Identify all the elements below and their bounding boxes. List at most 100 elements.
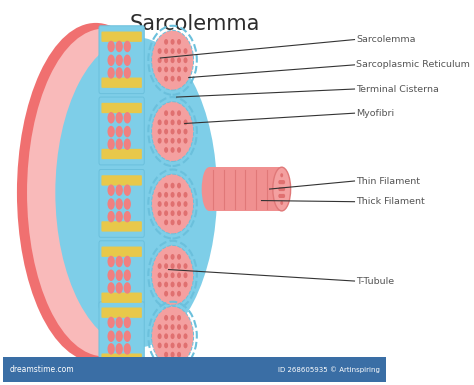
Circle shape (177, 48, 181, 54)
Ellipse shape (124, 198, 131, 210)
Ellipse shape (116, 282, 123, 294)
Ellipse shape (116, 317, 123, 328)
Ellipse shape (152, 30, 193, 90)
Text: Sarcolemma: Sarcolemma (129, 14, 260, 34)
Circle shape (171, 210, 174, 216)
Circle shape (158, 263, 162, 269)
Circle shape (280, 180, 283, 184)
Text: Thick Filament: Thick Filament (356, 197, 425, 206)
FancyBboxPatch shape (101, 149, 142, 159)
Circle shape (177, 129, 181, 134)
Circle shape (279, 180, 282, 184)
Circle shape (158, 192, 162, 198)
Ellipse shape (108, 184, 115, 196)
Ellipse shape (124, 343, 131, 355)
Circle shape (280, 173, 283, 177)
Circle shape (164, 343, 168, 348)
Circle shape (171, 263, 174, 269)
Circle shape (171, 281, 174, 287)
Circle shape (171, 147, 174, 153)
Circle shape (177, 343, 181, 348)
Circle shape (282, 194, 285, 198)
Circle shape (177, 324, 181, 330)
Circle shape (177, 57, 181, 63)
Circle shape (177, 67, 181, 72)
Ellipse shape (116, 41, 123, 52)
Circle shape (177, 147, 181, 153)
Ellipse shape (124, 126, 131, 137)
FancyBboxPatch shape (101, 77, 142, 88)
Ellipse shape (116, 67, 123, 79)
Circle shape (279, 194, 282, 198)
Circle shape (171, 343, 174, 348)
Ellipse shape (124, 184, 131, 196)
Circle shape (183, 57, 188, 63)
Circle shape (183, 324, 188, 330)
Ellipse shape (108, 126, 115, 137)
Circle shape (280, 201, 283, 205)
Circle shape (158, 273, 162, 278)
Ellipse shape (152, 306, 193, 366)
Text: Sarcolemma: Sarcolemma (356, 35, 416, 44)
Circle shape (164, 263, 168, 269)
Ellipse shape (116, 198, 123, 210)
FancyBboxPatch shape (101, 246, 142, 257)
Circle shape (158, 129, 162, 134)
Circle shape (171, 57, 174, 63)
Circle shape (183, 138, 188, 144)
FancyBboxPatch shape (101, 175, 142, 186)
Circle shape (164, 76, 168, 82)
Circle shape (177, 110, 181, 116)
Circle shape (281, 194, 284, 198)
Circle shape (171, 352, 174, 358)
Text: ID 268605935 © Artinspiring: ID 268605935 © Artinspiring (278, 366, 380, 373)
Circle shape (164, 67, 168, 72)
Circle shape (164, 119, 168, 125)
Ellipse shape (273, 167, 291, 211)
Ellipse shape (116, 126, 123, 137)
Ellipse shape (124, 41, 131, 52)
Circle shape (171, 119, 174, 125)
Ellipse shape (124, 139, 131, 150)
Ellipse shape (108, 330, 115, 342)
Circle shape (164, 273, 168, 278)
Ellipse shape (108, 343, 115, 355)
Ellipse shape (27, 28, 181, 357)
Circle shape (171, 183, 174, 189)
Circle shape (158, 57, 162, 63)
Circle shape (164, 254, 168, 260)
Ellipse shape (116, 184, 123, 196)
Ellipse shape (108, 55, 115, 66)
Text: Myofibri: Myofibri (356, 109, 394, 118)
Circle shape (177, 352, 181, 358)
Ellipse shape (108, 112, 115, 124)
Ellipse shape (124, 330, 131, 342)
FancyBboxPatch shape (101, 221, 142, 232)
Circle shape (164, 210, 168, 216)
Ellipse shape (201, 167, 216, 211)
Ellipse shape (108, 139, 115, 150)
FancyBboxPatch shape (99, 169, 144, 237)
Circle shape (177, 281, 181, 287)
Circle shape (164, 183, 168, 189)
FancyBboxPatch shape (99, 26, 144, 94)
Text: Sarcoplasmic Reticulum: Sarcoplasmic Reticulum (356, 60, 470, 69)
Circle shape (164, 333, 168, 339)
Circle shape (171, 219, 174, 225)
Ellipse shape (124, 317, 131, 328)
Text: T-Tubule: T-Tubule (356, 276, 394, 286)
Circle shape (183, 48, 188, 54)
Ellipse shape (108, 282, 115, 294)
Circle shape (158, 138, 162, 144)
Circle shape (177, 39, 181, 45)
Ellipse shape (124, 67, 131, 79)
FancyBboxPatch shape (99, 241, 144, 309)
Circle shape (279, 187, 282, 191)
Circle shape (281, 180, 284, 184)
Text: dreamstime.com: dreamstime.com (9, 365, 74, 374)
Circle shape (164, 138, 168, 144)
Circle shape (177, 219, 181, 225)
Circle shape (171, 291, 174, 296)
Circle shape (164, 315, 168, 321)
Ellipse shape (124, 282, 131, 294)
